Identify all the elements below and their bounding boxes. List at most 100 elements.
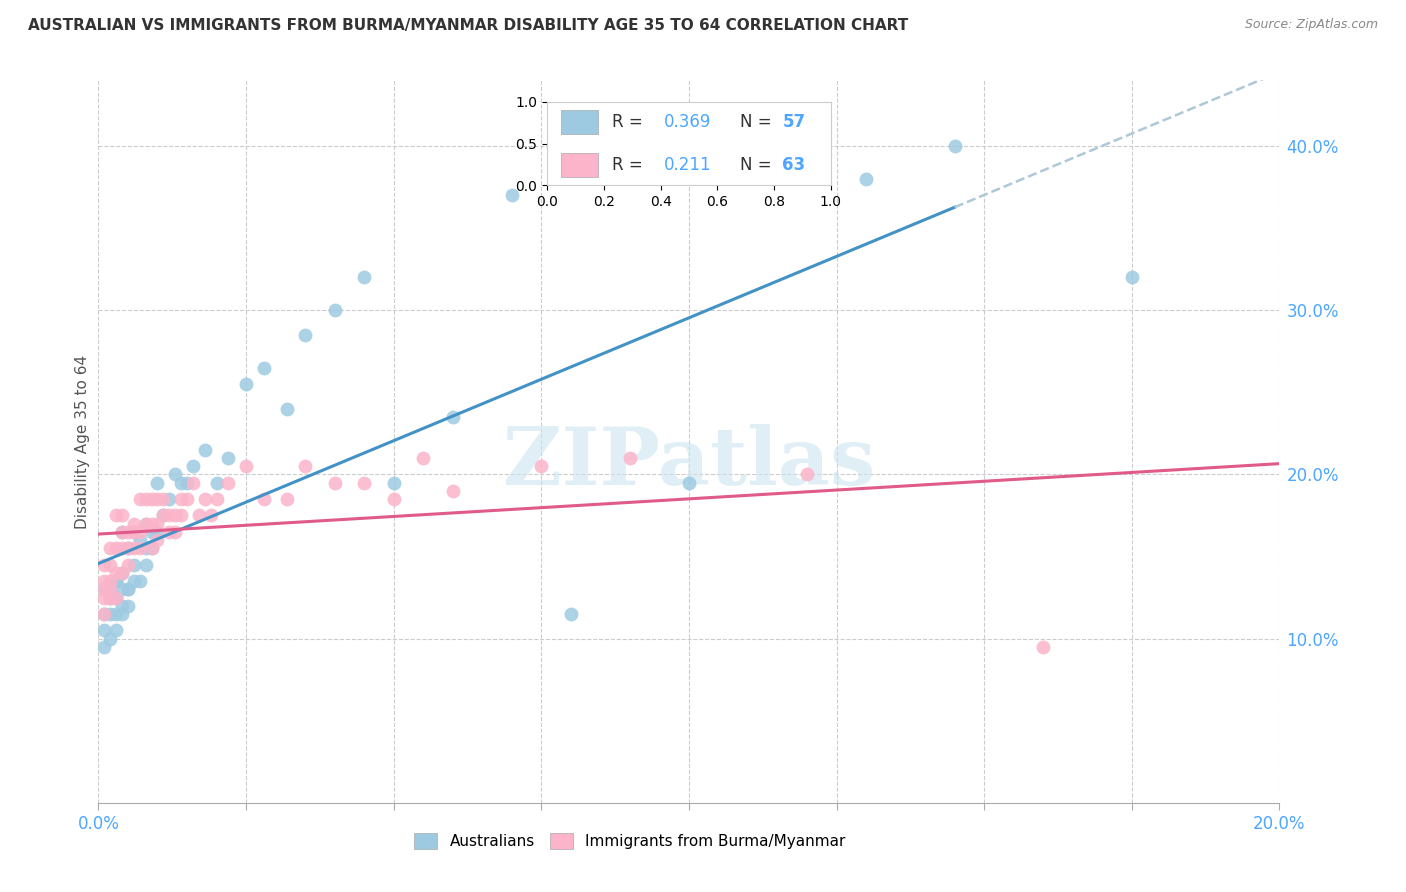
Point bbox=[117, 599, 139, 613]
Point bbox=[194, 491, 217, 506]
Point bbox=[1032, 640, 1054, 654]
Point bbox=[181, 459, 204, 474]
Point bbox=[152, 508, 174, 523]
Point bbox=[530, 459, 553, 474]
Point bbox=[176, 475, 198, 490]
Point bbox=[253, 491, 276, 506]
Point bbox=[294, 327, 316, 342]
Point bbox=[93, 558, 115, 572]
Point bbox=[111, 524, 134, 539]
Point bbox=[141, 541, 163, 556]
Point bbox=[105, 624, 128, 638]
Point bbox=[157, 491, 180, 506]
Point bbox=[943, 139, 966, 153]
Point bbox=[205, 491, 228, 506]
Point bbox=[217, 450, 239, 465]
Point bbox=[176, 491, 198, 506]
Point bbox=[98, 607, 121, 621]
Point bbox=[105, 591, 128, 605]
Point bbox=[122, 541, 145, 556]
Point bbox=[441, 409, 464, 424]
Point bbox=[117, 558, 139, 572]
Point bbox=[560, 607, 582, 621]
Point bbox=[146, 524, 169, 539]
Point bbox=[276, 491, 298, 506]
Point bbox=[796, 467, 818, 482]
Point bbox=[135, 516, 157, 531]
Point bbox=[152, 491, 174, 506]
Point bbox=[412, 450, 434, 465]
Point bbox=[93, 582, 115, 597]
Point bbox=[141, 541, 163, 556]
Point bbox=[111, 524, 134, 539]
Point bbox=[105, 508, 128, 523]
Point bbox=[170, 508, 193, 523]
Point bbox=[157, 508, 180, 523]
Point bbox=[128, 533, 150, 547]
Point bbox=[128, 491, 150, 506]
Point bbox=[235, 377, 257, 392]
Point bbox=[122, 524, 145, 539]
Point bbox=[98, 582, 121, 597]
Point bbox=[353, 270, 375, 285]
Point bbox=[128, 524, 150, 539]
Point bbox=[128, 541, 150, 556]
Point bbox=[678, 475, 700, 490]
Point bbox=[98, 574, 121, 588]
Point bbox=[98, 591, 121, 605]
Point bbox=[128, 574, 150, 588]
Point bbox=[194, 442, 217, 457]
Point bbox=[117, 582, 139, 597]
Point bbox=[253, 360, 276, 375]
Point bbox=[146, 516, 169, 531]
Point bbox=[382, 491, 405, 506]
Point bbox=[98, 582, 121, 597]
Point bbox=[141, 524, 163, 539]
Point bbox=[98, 591, 121, 605]
Point bbox=[323, 475, 346, 490]
Point bbox=[135, 516, 157, 531]
Point bbox=[105, 574, 128, 588]
Point bbox=[122, 574, 145, 588]
Point bbox=[146, 533, 169, 547]
Point bbox=[93, 591, 115, 605]
Point bbox=[111, 566, 134, 580]
Point bbox=[141, 491, 163, 506]
Point bbox=[165, 508, 187, 523]
Point bbox=[117, 524, 139, 539]
Point bbox=[122, 516, 145, 531]
Point bbox=[855, 171, 877, 186]
Point bbox=[165, 524, 187, 539]
Point bbox=[141, 516, 163, 531]
Point bbox=[93, 624, 115, 638]
Point bbox=[105, 607, 128, 621]
Point bbox=[111, 607, 134, 621]
Point bbox=[111, 541, 134, 556]
Point bbox=[165, 467, 187, 482]
Y-axis label: Disability Age 35 to 64: Disability Age 35 to 64 bbox=[75, 354, 90, 529]
Point bbox=[111, 582, 134, 597]
Text: ZIPatlas: ZIPatlas bbox=[503, 425, 875, 502]
Point bbox=[111, 508, 134, 523]
Point bbox=[276, 401, 298, 416]
Point bbox=[105, 591, 128, 605]
Point bbox=[93, 640, 115, 654]
Point bbox=[146, 475, 169, 490]
Point bbox=[1121, 270, 1143, 285]
Point bbox=[98, 632, 121, 646]
Point bbox=[98, 558, 121, 572]
Point bbox=[122, 558, 145, 572]
Point bbox=[323, 303, 346, 318]
Point bbox=[146, 491, 169, 506]
Point bbox=[200, 508, 222, 523]
Point bbox=[619, 450, 641, 465]
Point bbox=[111, 566, 134, 580]
Point bbox=[117, 582, 139, 597]
Point bbox=[235, 459, 257, 474]
Point bbox=[294, 459, 316, 474]
Point bbox=[93, 607, 115, 621]
Point bbox=[105, 574, 128, 588]
Point bbox=[98, 541, 121, 556]
Point bbox=[105, 541, 128, 556]
Point bbox=[382, 475, 405, 490]
